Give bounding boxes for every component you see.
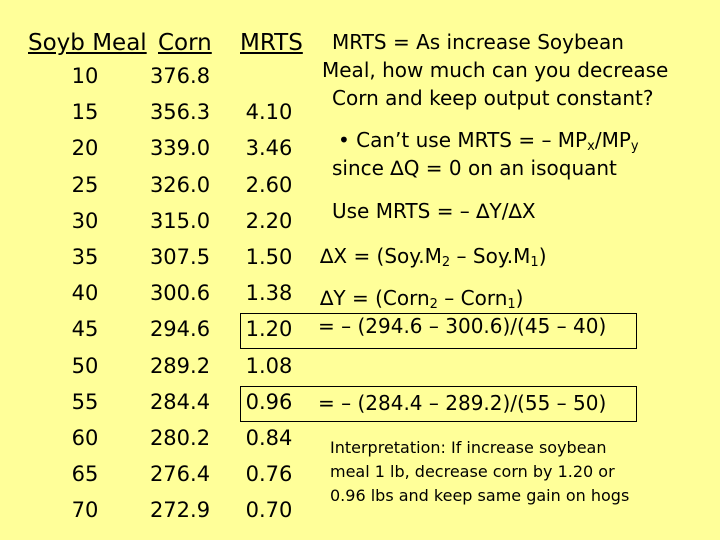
table-cell-corn: 356.3	[149, 100, 211, 124]
table-cell-corn: 294.6	[149, 317, 211, 341]
delta-y-formula: ∆Y = (Corn2 – Corn1)	[320, 284, 523, 312]
table-cell-mrts: 3.46	[245, 136, 293, 160]
table-cell-corn: 376.8	[149, 64, 211, 88]
table-cell-corn: 272.9	[149, 498, 211, 522]
table-cell-soy: 20	[71, 136, 99, 160]
dy-part-a: ∆Y = (Corn	[320, 286, 430, 310]
table-cell-corn: 284.4	[149, 390, 211, 414]
table-cell-corn: 307.5	[149, 245, 211, 269]
bullet-text: • Can’t use MRTS = – MP	[338, 128, 588, 152]
table-cell-soy: 65	[71, 462, 99, 486]
dx-part-c: )	[538, 244, 547, 268]
table-cell-soy: 60	[71, 426, 99, 450]
dy-part-b: – Corn	[437, 286, 508, 310]
dx-sub-2: 2	[441, 255, 451, 270]
table-cell-corn: 300.6	[149, 281, 211, 305]
calculation-1: = – (294.6 – 300.6)/(45 – 40)	[318, 314, 607, 338]
table-cell-mrts: 0.70	[245, 498, 293, 522]
interpretation-line3: 0.96 lbs and keep same gain on hogs	[330, 486, 630, 505]
use-mrts-formula: Use MRTS = – ∆Y/∆X	[332, 199, 536, 223]
mrts-definition-line1: MRTS = As increase Soybean	[332, 30, 624, 54]
dx-sub-1: 1	[530, 255, 539, 270]
subscript-x: x	[587, 139, 595, 154]
dy-sub-1: 1	[507, 297, 516, 312]
table-cell-mrts: 0.96	[245, 390, 293, 414]
table-cell-soy: 55	[71, 390, 99, 414]
table-cell-mrts: 2.60	[245, 173, 293, 197]
highlight-box-row-45	[240, 313, 637, 349]
table-cell-corn: 326.0	[149, 173, 211, 197]
table-cell-soy: 35	[71, 245, 99, 269]
table-cell-soy: 40	[71, 281, 99, 305]
dx-part-a: ∆X = (Soy.M	[320, 244, 442, 268]
interpretation-line1: Interpretation: If increase soybean	[330, 438, 607, 457]
header-corn: Corn	[158, 30, 212, 56]
calculation-2: = – (284.4 – 289.2)/(55 – 50)	[318, 391, 607, 415]
table-cell-mrts: 1.38	[245, 281, 293, 305]
table-cell-mrts: 1.50	[245, 245, 293, 269]
table-cell-corn: 315.0	[149, 209, 211, 233]
dy-sub-2: 2	[429, 297, 438, 312]
highlight-box-row-55	[240, 386, 637, 422]
table-cell-mrts: 2.20	[245, 209, 293, 233]
table-cell-corn: 280.2	[149, 426, 211, 450]
bullet-slash-text: /MP	[594, 128, 631, 152]
header-mrts: MRTS	[240, 30, 303, 56]
isoquant-note: since ∆Q = 0 on an isoquant	[332, 156, 617, 180]
table-cell-soy: 30	[71, 209, 99, 233]
dy-part-c: )	[515, 286, 524, 310]
interpretation-line2: meal 1 lb, decrease corn by 1.20 or	[330, 462, 615, 481]
table-cell-soy: 50	[71, 354, 99, 378]
table-cell-soy: 70	[71, 498, 99, 522]
table-cell-corn: 289.2	[149, 354, 211, 378]
mrts-definition-line3: Corn and keep output constant?	[332, 86, 654, 110]
table-cell-corn: 339.0	[149, 136, 211, 160]
table-cell-mrts: 1.20	[245, 317, 293, 341]
table-cell-soy: 25	[71, 173, 99, 197]
table-cell-soy: 15	[71, 100, 99, 124]
table-cell-soy: 10	[71, 64, 99, 88]
header-soybean-meal: Soyb Meal	[28, 30, 147, 56]
delta-x-formula: ∆X = (Soy.M2 – Soy.M1)	[320, 242, 547, 270]
dx-part-b: – Soy.M	[450, 244, 531, 268]
mrts-definition-line2: Meal, how much can you decrease	[322, 58, 669, 82]
table-cell-corn: 276.4	[149, 462, 211, 486]
bullet-mp-ratio: • Can’t use MRTS = – MPx/MPy	[338, 126, 639, 154]
table-cell-mrts: 1.08	[245, 354, 293, 378]
table-cell-mrts: 4.10	[245, 100, 293, 124]
table-cell-soy: 45	[71, 317, 99, 341]
subscript-y: y	[630, 139, 639, 154]
table-cell-mrts: 0.84	[245, 426, 293, 450]
table-cell-mrts: 0.76	[245, 462, 293, 486]
